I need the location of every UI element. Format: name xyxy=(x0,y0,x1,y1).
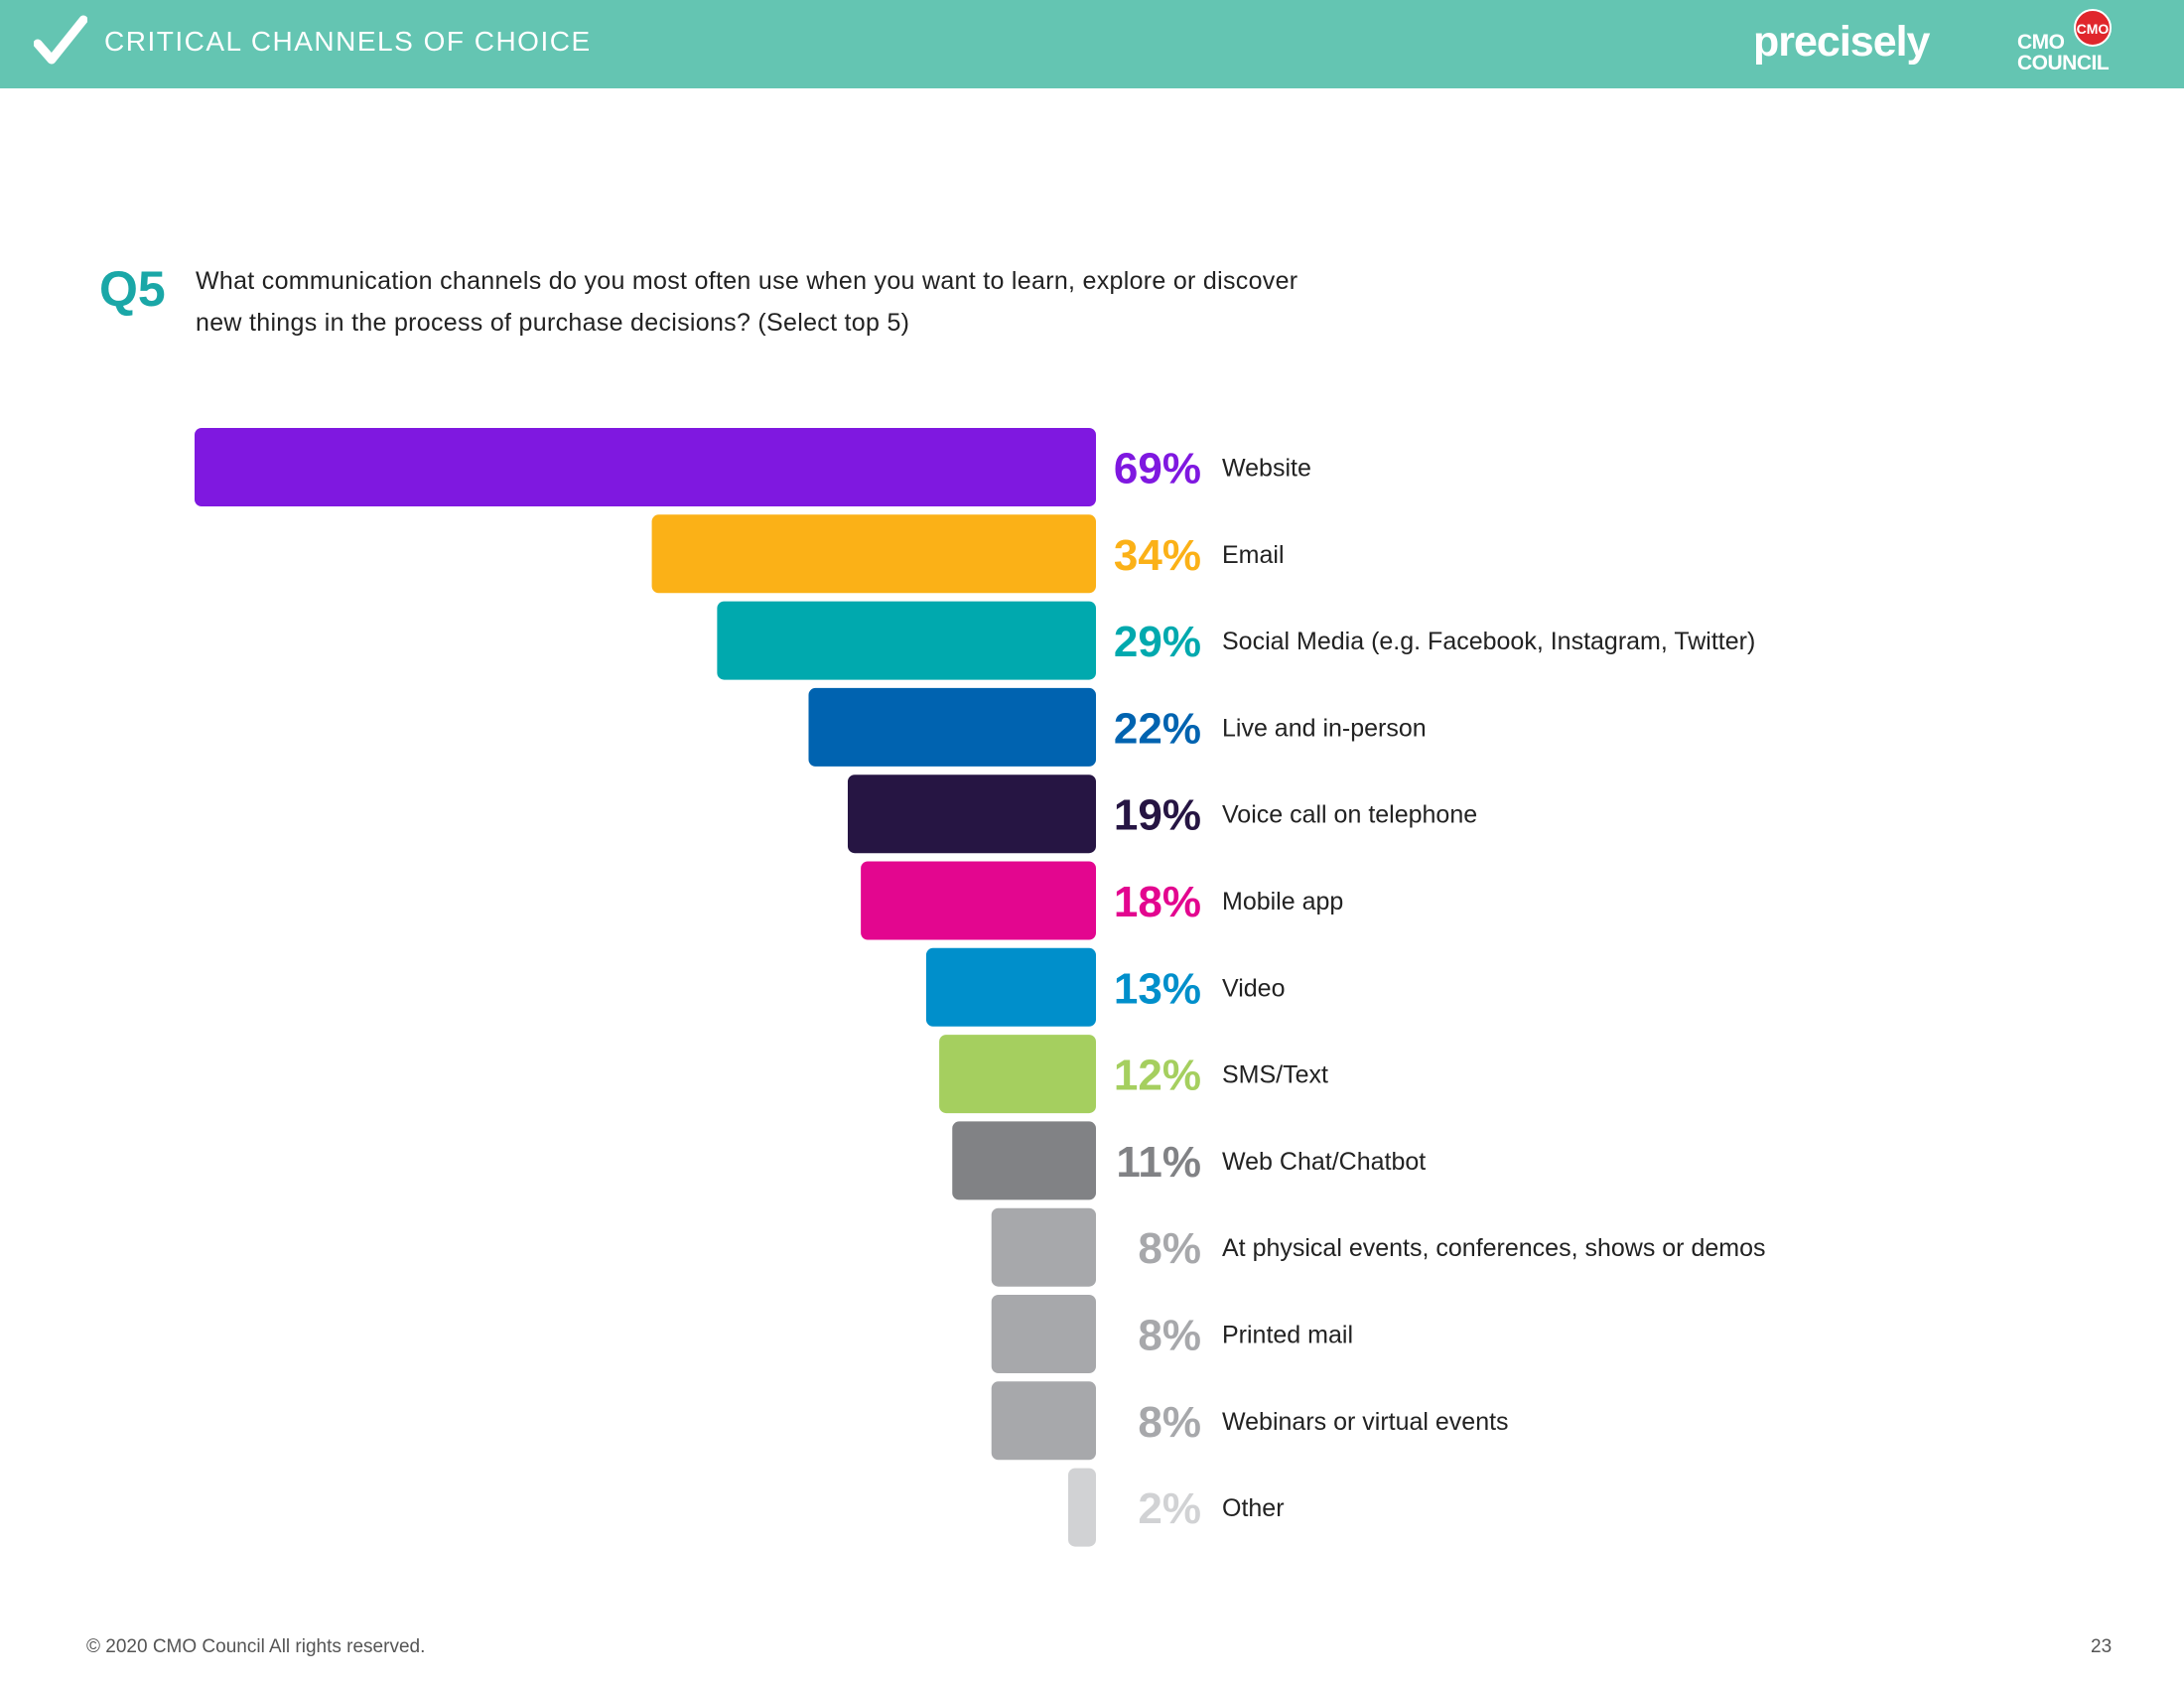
category-label-13: Other xyxy=(1222,1494,1285,1522)
value-label-7: 13% xyxy=(1114,964,1201,1013)
question-number: Q5 xyxy=(99,261,166,317)
category-label-11: Printed mail xyxy=(1222,1322,1353,1349)
value-label-6: 18% xyxy=(1114,878,1201,926)
category-label-1: Website xyxy=(1222,455,1311,483)
category-label-9: Web Chat/Chatbot xyxy=(1222,1148,1426,1176)
bar-3 xyxy=(717,601,1096,680)
category-label-5: Voice call on telephone xyxy=(1222,801,1477,829)
bar-13 xyxy=(1068,1468,1096,1547)
bar-2 xyxy=(651,514,1096,594)
bar-11 xyxy=(991,1295,1096,1373)
precisely-logo: precisely xyxy=(1753,18,1930,66)
category-label-7: Video xyxy=(1222,974,1286,1002)
value-label-11: 8% xyxy=(1138,1312,1201,1360)
value-label-13: 2% xyxy=(1138,1484,1201,1533)
bar-4 xyxy=(808,687,1096,767)
question-text: What communication channels do you most … xyxy=(196,267,1298,337)
cmo-wordmark-line1: CMO xyxy=(2017,31,2065,54)
category-label-4: Live and in-person xyxy=(1222,714,1427,742)
bar-9 xyxy=(952,1121,1096,1200)
category-label-12: Webinars or virtual events xyxy=(1222,1408,1509,1436)
cmo-council-wordmark: CMO COUNCIL xyxy=(2017,31,2110,74)
value-label-4: 22% xyxy=(1114,704,1201,753)
category-label-6: Mobile app xyxy=(1222,888,1343,915)
bar-1 xyxy=(195,428,1096,506)
bar-10 xyxy=(991,1207,1096,1287)
cmo-council-logo: CMO COUNCIL CMO xyxy=(2017,8,2116,79)
value-label-5: 19% xyxy=(1114,791,1201,840)
category-label-2: Email xyxy=(1222,541,1285,569)
section-title: CRITICAL CHANNELS OF CHOICE xyxy=(104,26,592,57)
value-label-9: 11% xyxy=(1116,1138,1201,1187)
bar-7 xyxy=(925,947,1096,1027)
value-label-8: 12% xyxy=(1114,1052,1201,1100)
checkmark-icon xyxy=(34,15,87,65)
category-label-3: Social Media (e.g. Facebook, Instagram, … xyxy=(1222,628,1755,655)
cmo-badge-text: CMO xyxy=(2077,21,2110,37)
value-label-3: 29% xyxy=(1114,618,1201,666)
value-label-2: 34% xyxy=(1114,531,1201,580)
page-number: 23 xyxy=(2091,1636,2113,1657)
bar-12 xyxy=(991,1381,1096,1461)
footer-copyright: © 2020 CMO Council All rights reserved. xyxy=(86,1636,426,1657)
category-label-8: SMS/Text xyxy=(1222,1061,1328,1089)
bar-5 xyxy=(847,774,1096,854)
bar-6 xyxy=(861,861,1096,940)
value-label-10: 8% xyxy=(1138,1224,1201,1273)
value-label-1: 69% xyxy=(1114,445,1201,493)
header-bar: CRITICAL CHANNELS OF CHOICE precisely CM… xyxy=(0,0,2184,88)
cmo-wordmark-line2: COUNCIL xyxy=(2017,52,2110,74)
category-label-10: At physical events, conferences, shows o… xyxy=(1222,1234,1766,1262)
value-label-12: 8% xyxy=(1138,1398,1201,1447)
cmo-badge-icon: CMO xyxy=(2074,9,2112,47)
bar-8 xyxy=(939,1035,1096,1114)
